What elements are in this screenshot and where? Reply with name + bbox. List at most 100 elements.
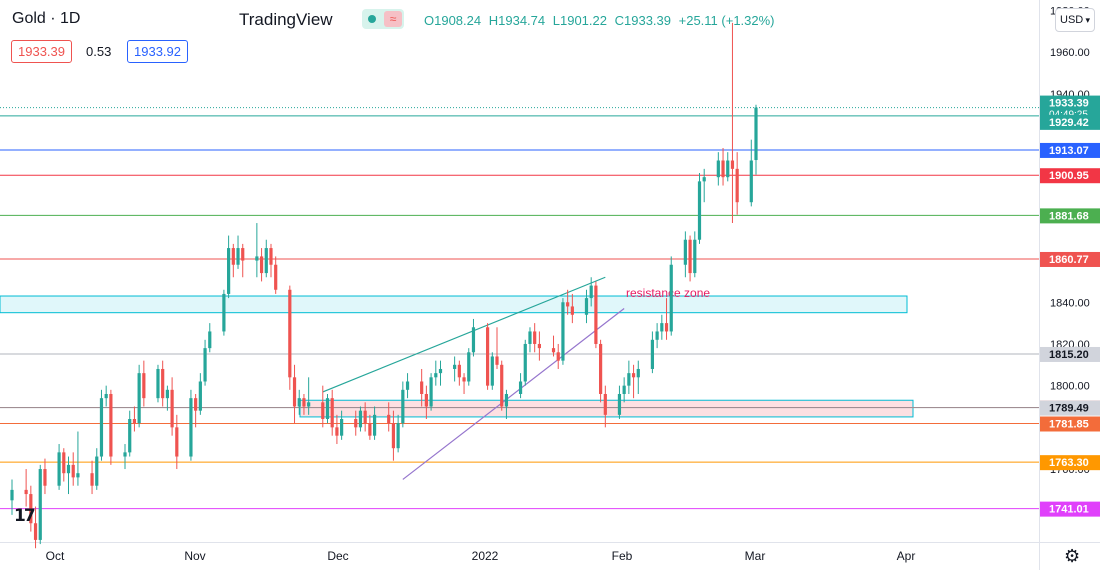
candle-body[interactable] — [194, 398, 198, 411]
candle-body[interactable] — [603, 393, 607, 415]
candle-body[interactable] — [236, 248, 240, 265]
candle-body[interactable] — [99, 398, 104, 457]
candle-body[interactable] — [264, 248, 268, 274]
candle-body[interactable] — [165, 389, 169, 399]
candle-body[interactable] — [274, 264, 278, 290]
candle-body[interactable] — [33, 523, 38, 540]
candle-body[interactable] — [693, 239, 697, 274]
candle-body[interactable] — [438, 368, 443, 374]
candle-body[interactable] — [335, 427, 339, 436]
candle-body[interactable] — [434, 373, 438, 378]
candle-body[interactable] — [358, 410, 363, 428]
candle-body[interactable] — [222, 293, 226, 332]
candle-body[interactable] — [589, 285, 593, 299]
candle-body[interactable] — [307, 402, 311, 407]
candle-body[interactable] — [241, 248, 245, 261]
candle-body[interactable] — [269, 248, 273, 265]
sell-button[interactable]: 1933.39 — [11, 40, 72, 63]
candle-body[interactable] — [297, 398, 301, 407]
candle-body[interactable] — [203, 348, 207, 382]
candle-body[interactable] — [462, 377, 466, 382]
candle-body[interactable] — [198, 381, 202, 411]
tradingview-logo-icon[interactable]: 17 — [14, 506, 36, 526]
candle-body[interactable] — [749, 160, 753, 203]
candle-body[interactable] — [292, 377, 297, 407]
candle-body[interactable] — [391, 423, 396, 449]
candle-body[interactable] — [170, 389, 174, 428]
candle-body[interactable] — [528, 331, 532, 344]
candle-body[interactable] — [132, 419, 137, 424]
candle-body[interactable] — [617, 393, 622, 415]
candle-body[interactable] — [137, 373, 141, 424]
candle-body[interactable] — [142, 373, 146, 399]
candle-body[interactable] — [189, 398, 193, 457]
candle-body[interactable] — [655, 331, 659, 340]
candle-body[interactable] — [396, 423, 400, 449]
channel-line[interactable] — [402, 308, 625, 480]
candle-body[interactable] — [302, 398, 306, 407]
candle-body[interactable] — [631, 373, 636, 378]
candle-body[interactable] — [43, 469, 47, 486]
candle-body[interactable] — [420, 381, 424, 394]
candle-body[interactable] — [735, 168, 739, 203]
candle-body[interactable] — [537, 343, 541, 349]
candle-body[interactable] — [721, 160, 725, 178]
zone-box[interactable] — [0, 295, 908, 314]
candle-body[interactable] — [71, 464, 75, 478]
candle-body[interactable] — [128, 419, 132, 453]
candle-body[interactable] — [669, 264, 673, 332]
candle-body[interactable] — [109, 393, 113, 457]
candle-body[interactable] — [730, 160, 735, 169]
candle-body[interactable] — [175, 427, 179, 457]
candle-body[interactable] — [622, 385, 626, 394]
candle-body[interactable] — [523, 343, 527, 382]
candle-body[interactable] — [599, 343, 603, 394]
candle-body[interactable] — [471, 327, 476, 353]
candle-body[interactable] — [500, 364, 504, 407]
candle-body[interactable] — [664, 323, 669, 332]
gear-icon[interactable]: ⚙ — [1064, 546, 1081, 566]
candle-body[interactable] — [457, 364, 461, 378]
candle-body[interactable] — [429, 377, 433, 407]
candle-body[interactable] — [556, 352, 560, 361]
buy-button[interactable]: 1933.92 — [127, 40, 188, 63]
candle-body[interactable] — [156, 368, 160, 399]
candle-body[interactable] — [255, 256, 259, 261]
candle-body[interactable] — [62, 452, 66, 474]
candle-body[interactable] — [387, 414, 391, 424]
candle-body[interactable] — [24, 489, 28, 495]
candle-body[interactable] — [372, 414, 377, 436]
candle-body[interactable] — [363, 410, 367, 424]
candle-body[interactable] — [231, 248, 235, 265]
candle-body[interactable] — [716, 160, 720, 178]
candle-body[interactable] — [627, 373, 631, 386]
candle-body[interactable] — [650, 339, 655, 369]
candle-body[interactable] — [726, 160, 730, 178]
candle-body[interactable] — [702, 177, 706, 182]
candle-body[interactable] — [551, 348, 556, 353]
candle-body[interactable] — [90, 473, 94, 486]
candle-body[interactable] — [485, 327, 490, 386]
candle-body[interactable] — [259, 256, 264, 274]
candle-body[interactable] — [354, 419, 358, 428]
candle-body[interactable] — [584, 298, 589, 315]
candle-body[interactable] — [533, 331, 537, 344]
currency-select[interactable]: USD ▾ — [1055, 8, 1095, 32]
candle-body[interactable] — [660, 323, 664, 332]
candle-body[interactable] — [688, 239, 692, 274]
candle-body[interactable] — [594, 285, 598, 344]
candle-body[interactable] — [518, 381, 523, 394]
candle-body[interactable] — [29, 494, 33, 524]
candle-body[interactable] — [325, 398, 330, 420]
candle-body[interactable] — [424, 393, 428, 407]
candle-body[interactable] — [57, 452, 61, 486]
candle-body[interactable] — [405, 381, 410, 390]
candle-body[interactable] — [330, 398, 334, 428]
candle-body[interactable] — [636, 368, 640, 378]
market-status-indicator[interactable]: ≈ — [362, 9, 404, 29]
candle-body[interactable] — [104, 393, 108, 399]
candle-body[interactable] — [76, 473, 80, 478]
candle-body[interactable] — [340, 419, 344, 436]
candle-body[interactable] — [754, 107, 758, 161]
